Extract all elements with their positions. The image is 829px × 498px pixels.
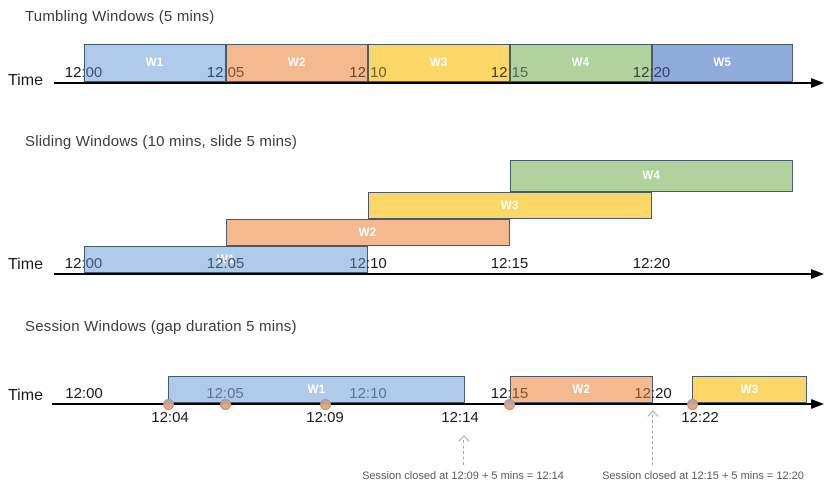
- tick-text: :15: [507, 385, 529, 402]
- event-dot: [686, 398, 698, 410]
- tick-text: 12: [490, 64, 508, 81]
- arrow-dashed-line: [463, 440, 464, 465]
- tick-text: 12: [206, 64, 224, 81]
- session-window-w3: W3: [692, 376, 807, 403]
- tick-text: 12: [65, 385, 82, 402]
- sliding-title: Sliding Windows (10 mins, slide 5 mins): [25, 133, 298, 150]
- window-label: W4: [642, 170, 661, 182]
- axis-arrow-icon: [811, 269, 824, 279]
- tick-12-15: 12:15: [491, 255, 529, 273]
- sliding-window-w2: W2: [225, 219, 510, 246]
- tick-12-05: 12:05: [207, 64, 245, 82]
- tick-text: 12: [349, 255, 366, 272]
- tumbling-window-w4: W4: [509, 44, 652, 82]
- arrow-dashed-line: [651, 415, 653, 465]
- window-label: W2: [572, 383, 591, 396]
- tick-12-20: 12:20: [634, 385, 672, 403]
- tick-12-10: 12:10: [349, 385, 387, 403]
- time-axis-line: [54, 273, 812, 275]
- tick-12-05: 12:05: [207, 255, 245, 273]
- tick-12-15: 12:15: [491, 64, 529, 82]
- tick-12-20: 12:20: [633, 255, 671, 273]
- session-closed-annotation-2: Session closed at 12:15 + 5 mins = 12:20: [602, 470, 804, 482]
- event-time-label: 12:04: [151, 409, 189, 426]
- event-dot: [504, 398, 515, 410]
- tick-text: 12: [490, 385, 508, 402]
- tick-text: :15: [507, 255, 529, 272]
- session-title: Session Windows (gap duration 5 mins): [25, 318, 297, 335]
- axis-arrow-icon: [811, 78, 824, 88]
- tick-text: :20: [649, 64, 671, 81]
- tick-text: :20: [650, 385, 672, 402]
- tick-text: 12: [632, 64, 650, 81]
- tick-12-15: 12:15: [491, 385, 529, 403]
- session-window-w1: W1: [168, 376, 465, 403]
- tick-text: :00: [81, 64, 103, 81]
- window-label: W1: [145, 57, 164, 69]
- tick-text: :00: [81, 255, 103, 272]
- event-dot: [162, 398, 174, 410]
- window-label: W3: [740, 383, 759, 396]
- event-time-label: 12:09: [306, 409, 344, 426]
- tick-text: 12: [634, 385, 651, 402]
- tick-text: 12: [206, 255, 224, 272]
- tick-text: 12: [349, 385, 366, 402]
- session-window-w2: W2: [509, 376, 653, 403]
- tumbling-title: Tumbling Windows (5 mins): [25, 8, 215, 25]
- arrow-up-chevron-icon: [646, 410, 659, 422]
- tick-text: 12: [64, 64, 82, 81]
- tumbling-window-w1: W1: [83, 44, 226, 82]
- tick-text: 12: [632, 255, 650, 272]
- time-axis-line: [52, 403, 812, 405]
- tick-text: 12: [64, 255, 82, 272]
- tick-text: :00: [81, 385, 103, 402]
- window-label: W1: [216, 253, 235, 266]
- window-label: W2: [358, 226, 377, 239]
- tick-text: :05: [222, 385, 244, 402]
- tick-12-05: 12:05: [206, 385, 244, 403]
- tick-12-20: 12:20: [633, 64, 671, 82]
- tumbling-window-w2: W2: [225, 44, 368, 82]
- session-closed-annotation-1: Session closed at 12:09 + 5 mins = 12:14: [362, 470, 564, 482]
- arrow-up-chevron-icon: [458, 435, 470, 447]
- time-axis-label: Time: [8, 256, 43, 273]
- axis-arrow-icon: [811, 399, 824, 409]
- tick-text: 12: [206, 385, 223, 402]
- tick-text: :10: [365, 64, 387, 81]
- tick-12-10: 12:10: [349, 255, 387, 273]
- tick-text: 12: [349, 64, 366, 81]
- tumbling-window-w5: W5: [651, 44, 793, 82]
- window-label: W5: [713, 57, 732, 69]
- event-time-label: 12:22: [681, 409, 719, 426]
- window-label: W2: [287, 57, 306, 69]
- tick-text: :10: [365, 385, 387, 402]
- tick-text: :05: [223, 255, 245, 272]
- window-label: W4: [571, 57, 590, 69]
- window-label: W3: [429, 57, 448, 69]
- window-label: W1: [307, 383, 326, 396]
- sliding-window-w3: W3: [368, 192, 652, 219]
- time-axis-line: [54, 82, 812, 84]
- time-axis-label: Time: [8, 72, 43, 89]
- tick-text: :05: [223, 64, 245, 81]
- tick-12-00: 12:00: [65, 255, 103, 273]
- event-dot: [319, 398, 331, 410]
- sliding-window-w4: W4: [509, 160, 793, 192]
- tick-text: 12: [490, 255, 508, 272]
- window-label: W3: [500, 199, 519, 212]
- tick-12-00: 12:00: [65, 385, 103, 403]
- tick-text: :15: [507, 64, 529, 81]
- event-time-label: 12:14: [441, 409, 479, 426]
- sliding-window-w1: W1: [83, 246, 368, 273]
- tick-text: :20: [649, 255, 671, 272]
- event-dot: [219, 398, 231, 410]
- time-axis-label: Time: [8, 387, 43, 404]
- tick-12-00: 12:00: [65, 64, 103, 82]
- tick-text: :10: [365, 255, 387, 272]
- tick-12-10: 12:10: [349, 64, 387, 82]
- tumbling-window-w3: W3: [368, 44, 510, 82]
